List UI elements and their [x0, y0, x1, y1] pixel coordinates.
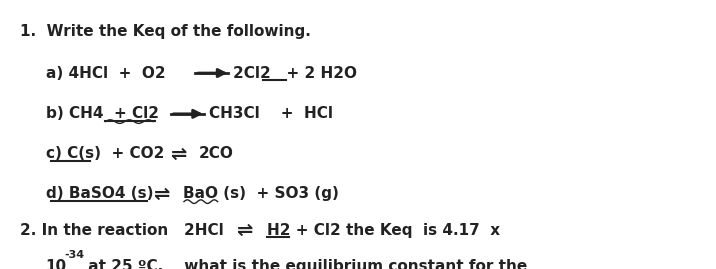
Text: 2. In the reaction   2HCl: 2. In the reaction 2HCl — [20, 222, 223, 238]
Text: at 25 ºC.    what is the equilibrium constant for the: at 25 ºC. what is the equilibrium consta… — [83, 259, 527, 269]
Text: c) C(s)  + CO2: c) C(s) + CO2 — [46, 146, 164, 161]
Text: 2Cl2   + 2 H2O: 2Cl2 + 2 H2O — [233, 66, 357, 80]
Text: CH3Cl    +  HCl: CH3Cl + HCl — [209, 106, 333, 121]
Text: 10: 10 — [46, 259, 67, 269]
Text: d) BaSO4 (s): d) BaSO4 (s) — [46, 186, 153, 201]
Text: ⇌: ⇌ — [153, 184, 170, 203]
Text: ⇌: ⇌ — [170, 144, 186, 163]
Text: -34: -34 — [64, 250, 84, 260]
Text: H2 + Cl2 the Keq  is 4.17  x: H2 + Cl2 the Keq is 4.17 x — [267, 222, 500, 238]
Text: 1.  Write the Keq of the following.: 1. Write the Keq of the following. — [20, 24, 311, 39]
Text: ⇌: ⇌ — [236, 221, 252, 240]
Text: BaO (s)  + SO3 (g): BaO (s) + SO3 (g) — [183, 186, 339, 201]
Text: a) 4HCl  +  O2: a) 4HCl + O2 — [46, 66, 165, 80]
Text: 2CO: 2CO — [199, 146, 233, 161]
Text: b) CH4  + Cl2: b) CH4 + Cl2 — [46, 106, 159, 121]
